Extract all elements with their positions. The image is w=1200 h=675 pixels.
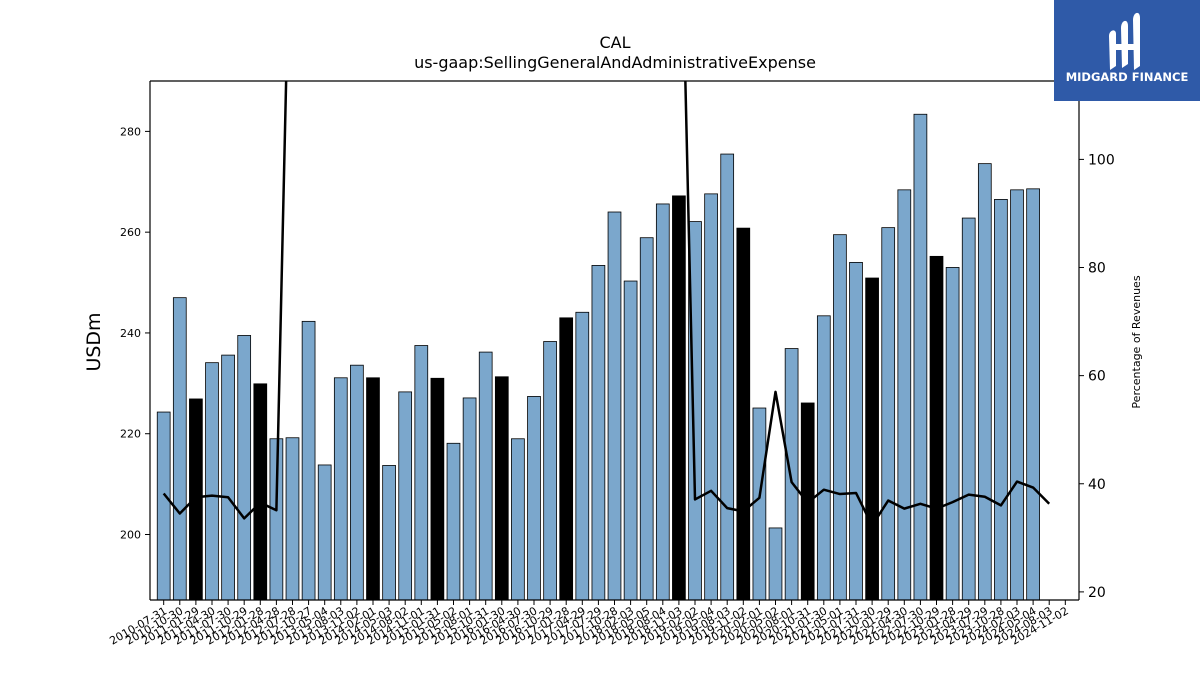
bar: [398, 391, 413, 600]
bar: [961, 217, 976, 600]
bar: [446, 442, 461, 600]
bar: [253, 383, 268, 600]
bar: [414, 345, 429, 600]
bar: [1026, 188, 1040, 600]
bar: [382, 465, 396, 600]
y2-tick-label: 40: [1088, 477, 1106, 493]
axes-group: 200220240260280204060801002010-07-312010…: [107, 80, 1115, 648]
bar: [913, 113, 928, 600]
bars-group: [156, 113, 1040, 600]
bar: [527, 396, 541, 600]
bar: [156, 411, 171, 600]
bar: [559, 317, 574, 600]
bar: [189, 398, 203, 600]
bar: [285, 437, 300, 600]
bar: [929, 255, 944, 600]
bar: [881, 227, 896, 600]
bar: [865, 277, 879, 600]
bar: [333, 377, 348, 600]
bar: [672, 195, 686, 600]
bar: [720, 153, 735, 600]
bar: [833, 234, 847, 600]
bar: [623, 280, 638, 600]
y2-tick-label: 20: [1088, 585, 1106, 601]
y-tick-label: 240: [120, 327, 141, 340]
y-tick-label: 220: [120, 428, 141, 441]
bar: [752, 407, 767, 600]
bar: [478, 351, 493, 600]
bar: [607, 211, 622, 600]
line-group: [162, 81, 1051, 527]
y2-tick-label: 80: [1088, 261, 1106, 277]
bar: [897, 189, 912, 600]
bar: [816, 315, 831, 600]
bar: [430, 377, 445, 600]
chart-subtitle: us-gaap:SellingGeneralAndAdministrativeE…: [414, 53, 816, 72]
bar: [237, 335, 252, 600]
chart-title: CAL: [599, 33, 630, 52]
bar: [639, 237, 654, 600]
bar: [849, 261, 863, 600]
bar: [655, 203, 670, 600]
y-tick-label: 280: [120, 125, 141, 138]
bar: [269, 438, 284, 600]
bar: [994, 199, 1008, 600]
bar: [704, 193, 718, 600]
y2-tick-label: 100: [1088, 152, 1115, 168]
bar: [462, 397, 477, 600]
brand-logo: MIDGARD FINANCE: [1054, 0, 1200, 101]
y2-axis-label: Percentage of Revenues: [1130, 275, 1143, 408]
bar: [366, 377, 380, 600]
bar: [977, 163, 992, 600]
percentage-line: [162, 81, 1051, 527]
bar: [494, 376, 509, 600]
bar: [1010, 189, 1024, 600]
bar: [350, 364, 364, 600]
bar: [543, 341, 557, 600]
bar: [301, 320, 316, 600]
bar: [945, 267, 960, 600]
logo-text: MIDGARD FINANCE: [1066, 70, 1189, 84]
bar: [317, 464, 332, 600]
bar: [575, 311, 590, 600]
bar: [221, 354, 235, 600]
bar: [784, 348, 799, 600]
y-tick-label: 200: [120, 528, 141, 541]
bar: [511, 438, 525, 600]
bar: [591, 265, 606, 600]
y-axis-label: USDm: [83, 312, 105, 371]
bar: [768, 527, 783, 600]
bar: [205, 362, 219, 600]
y2-tick-label: 60: [1088, 369, 1106, 385]
bar: [736, 227, 751, 600]
logo-mark-icon: [1109, 12, 1140, 70]
y-tick-label: 260: [120, 226, 141, 239]
bar: [172, 297, 187, 600]
